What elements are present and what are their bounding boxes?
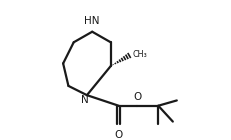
Text: O: O xyxy=(114,130,122,140)
Text: N: N xyxy=(81,95,88,105)
Text: CH₃: CH₃ xyxy=(132,50,147,59)
Text: HN: HN xyxy=(84,16,100,26)
Text: O: O xyxy=(132,92,141,102)
